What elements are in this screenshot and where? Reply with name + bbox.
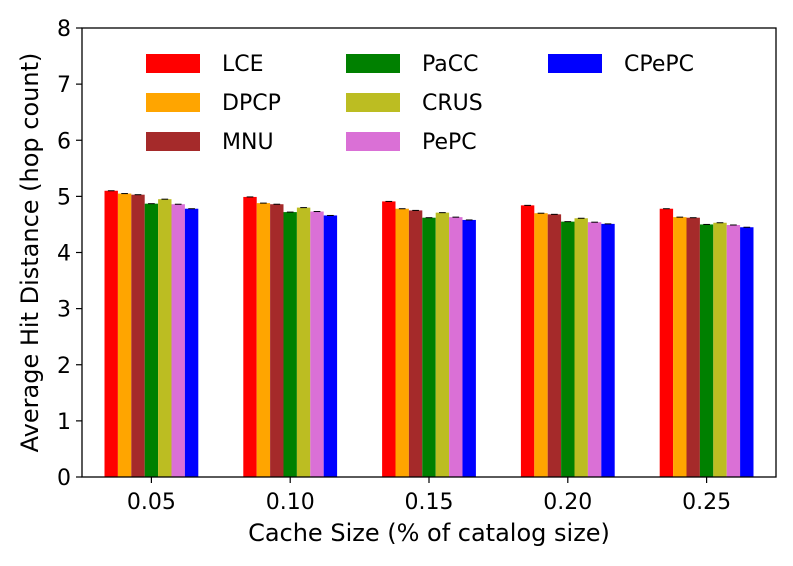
legend-swatch-lce	[146, 54, 200, 73]
legend-swatch-pepc	[346, 132, 400, 151]
bar-pepc-0.05	[171, 204, 185, 478]
bar-pacc-0.20	[561, 221, 575, 477]
bar-mnu-0.15	[408, 210, 423, 477]
y-tick-label: 7	[57, 73, 71, 98]
bar-dpcp-0.20	[534, 213, 548, 477]
bar-dpcp-0.10	[256, 203, 271, 478]
bar-lce-0.05	[104, 190, 118, 477]
bar-dpcp-0.25	[673, 217, 687, 477]
bar-crus-0.25	[713, 222, 727, 477]
bar-lce-0.20	[520, 205, 535, 478]
bar-pacc-0.15	[422, 217, 436, 477]
bar-crus-0.10	[296, 207, 311, 477]
bar-mnu-0.10	[270, 204, 284, 478]
y-tick-label: 3	[57, 298, 71, 323]
bar-pepc-0.25	[726, 225, 741, 477]
bar-dpcp-0.05	[117, 193, 132, 477]
bar-mnu-0.25	[686, 217, 700, 477]
bar-cpepc-0.25	[740, 227, 754, 477]
legend-swatch-crus	[346, 93, 400, 112]
y-tick-label: 5	[57, 185, 71, 210]
bar-pacc-0.25	[699, 224, 714, 477]
x-tick-label: 0.10	[266, 490, 315, 515]
bar-crus-0.20	[574, 218, 588, 477]
x-tick-label: 0.20	[543, 490, 592, 515]
y-tick-label: 2	[57, 354, 71, 379]
legend-label-cpepc: CPePC	[624, 52, 694, 77]
y-tick-label: 4	[57, 242, 71, 267]
x-tick-label: 0.25	[682, 490, 731, 515]
bar-crus-0.15	[435, 212, 450, 477]
y-tick-label: 0	[57, 466, 71, 491]
bar-lce-0.15	[382, 201, 396, 477]
bar-cpepc-0.15	[462, 219, 476, 477]
bar-pepc-0.15	[449, 217, 463, 477]
bar-pepc-0.20	[587, 222, 602, 477]
legend: LCE DPCP MNU PaCC CRUS PePC CPePC	[146, 52, 694, 155]
bar-pepc-0.10	[310, 211, 324, 477]
legend-label-crus: CRUS	[422, 91, 483, 116]
y-tick-label: 1	[57, 410, 71, 435]
bar-cpepc-0.10	[323, 215, 338, 477]
bar-mnu-0.20	[547, 214, 562, 477]
legend-label-pepc: PePC	[422, 130, 477, 155]
bar-lce-0.10	[243, 196, 257, 477]
bar-cpepc-0.05	[184, 208, 199, 477]
legend-label-mnu: MNU	[222, 130, 274, 155]
legend-swatch-mnu	[146, 132, 200, 151]
y-axis-label: Average Hit Distance (hop count)	[16, 53, 44, 453]
y-tick-label: 8	[57, 17, 71, 42]
x-axis-label: Cache Size (% of catalog size)	[248, 519, 610, 547]
x-tick-label: 0.15	[405, 490, 454, 515]
legend-swatch-dpcp	[146, 93, 200, 112]
legend-swatch-pacc	[346, 54, 400, 73]
bar-crus-0.05	[158, 199, 172, 477]
bar-group	[104, 190, 754, 478]
bar-dpcp-0.15	[395, 208, 409, 477]
y-tick-label: 6	[57, 129, 71, 154]
legend-label-dpcp: DPCP	[222, 91, 281, 116]
legend-label-pacc: PaCC	[422, 52, 478, 77]
bar-pacc-0.05	[144, 203, 159, 478]
bar-cpepc-0.20	[601, 223, 615, 477]
legend-swatch-cpepc	[548, 54, 602, 73]
bar-pacc-0.10	[283, 212, 297, 477]
legend-label-lce: LCE	[222, 52, 264, 77]
bar-lce-0.25	[659, 208, 674, 477]
x-tick-label: 0.05	[127, 490, 176, 515]
x-axis: 0.05 0.10 0.15 0.20 0.25	[127, 477, 731, 515]
bar-mnu-0.05	[131, 194, 145, 477]
y-axis: 0 1 2 3 4 5 6 7 8	[57, 17, 82, 491]
